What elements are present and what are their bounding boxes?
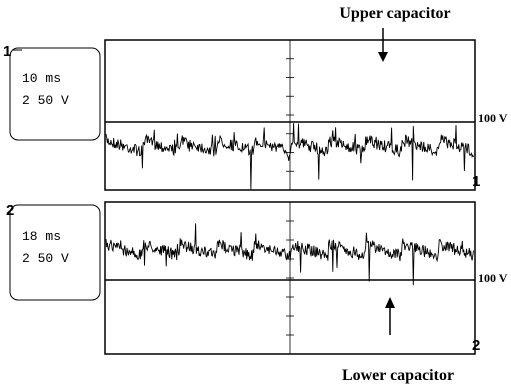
- caption: Lower capacitor: [342, 367, 454, 384]
- time-div: 18 ms: [22, 229, 61, 244]
- time-div: 10 ms: [22, 71, 61, 86]
- channel-label: 2: [6, 202, 14, 219]
- oscilloscope-figure: Upper capacitor 100 V 1 1 10 ms 2 50 V 1…: [0, 0, 511, 392]
- caption: Upper capacitor: [339, 5, 450, 22]
- marker: 2: [472, 337, 480, 354]
- volt-div: 2 50 V: [22, 93, 69, 108]
- arrow-head: [378, 52, 388, 62]
- reference-label: 100 V: [478, 271, 508, 285]
- reference-label: 100 V: [478, 111, 508, 125]
- channel-label: 1: [3, 43, 11, 60]
- volt-div: 2 50 V: [22, 251, 69, 266]
- marker: 1: [472, 173, 480, 190]
- arrow-head: [385, 297, 395, 308]
